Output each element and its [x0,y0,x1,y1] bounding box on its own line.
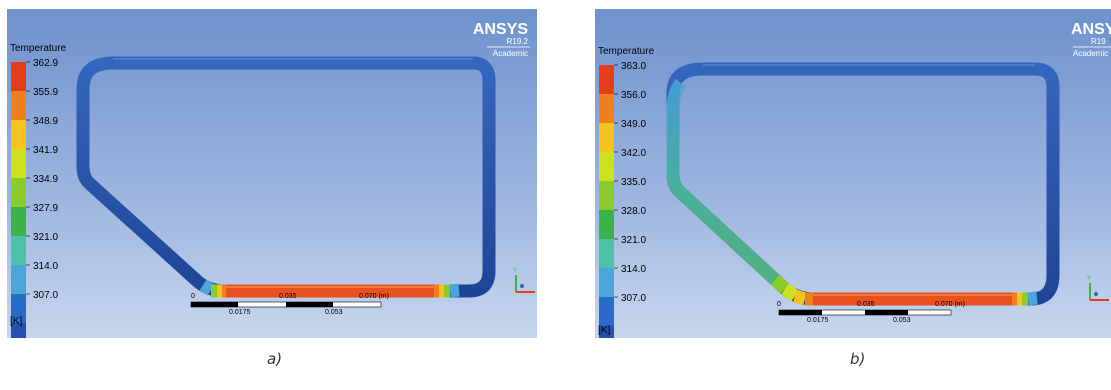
legend-tick-label: 356.0 [621,90,646,101]
legend-tick-label: 307.0 [621,293,646,304]
legend-swatch [11,91,26,120]
axis-triad: Y [1087,276,1109,301]
legend-unit: [K] [10,316,22,327]
scale-label-0: 0 [191,293,195,300]
scale-label-0: 0 [777,301,781,308]
axis-triad: Y [513,268,535,293]
legend-tick-label: 328.0 [621,206,646,217]
legend-swatch [599,94,614,123]
pipe-loop [76,56,496,298]
pipe-loop [666,62,1060,306]
legend-tick-label: 314.0 [621,264,646,275]
legend-swatch [599,297,614,326]
legend-swatch [599,210,614,239]
caption-a: a) [267,350,283,368]
legend-swatch [11,236,26,265]
simulation-panel-a: Temperature 362.9 355.9 348.9 341.9 334.9 327… [7,9,537,338]
legend-tick-label: 314.0 [33,261,58,272]
brand-edition: Academic [493,49,528,58]
legend-title: Temperature [598,46,655,57]
scale-label-0070: 0.070 (m) [935,301,965,308]
legend-tick-label: 349.0 [621,119,646,130]
svg-text:Y: Y [513,268,517,274]
legend-tick-label: 355.9 [33,87,58,98]
legend-tick-label: 321.0 [621,235,646,246]
scale-label-0070: 0.070 (m) [359,293,389,300]
legend-swatch [11,323,26,338]
legend-tick-label: 335.0 [621,177,646,188]
scale-label-0053: 0.053 [325,309,343,316]
caption-b: b) [850,350,866,368]
brand-version: R19 [1091,37,1106,46]
warm-pipe-section [666,78,788,292]
legend-swatch [11,149,26,178]
legend-swatch [11,294,26,323]
scale-bar: 0 0.035 0.070 (m) 0.0175 0.053 [190,293,389,316]
brand-name: ANSYS [1071,21,1111,38]
legend-swatch [11,178,26,207]
scale-label-00175: 0.0175 [807,317,829,324]
svg-text:Y: Y [1087,276,1091,282]
scale-bar: 0 0.035 0.070 (m) 0.0175 0.053 [777,301,965,324]
pipe-loop-diagram-b: Temperature 363.0 356.0 349.0 342.0 335.0 328… [598,21,1111,338]
legend-tick-label: 348.9 [33,116,58,127]
scale-label-0035: 0.035 [279,293,297,300]
legend-swatch [599,268,614,297]
legend-tick-label: 342.0 [621,148,646,159]
legend-tick-label: 362.9 [33,58,58,69]
pipe-loop-diagram-a: Temperature 362.9 355.9 348.9 341.9 334.9 327… [10,21,535,338]
legend-swatch [599,239,614,268]
scale-label-0053: 0.053 [893,317,911,324]
legend-swatch [11,265,26,294]
legend-tick-label: 307.0 [33,290,58,301]
brand-name: ANSYS [473,21,528,38]
legend-swatch [599,65,614,94]
legend-tick-label: 334.9 [33,174,58,185]
legend-unit: [K] [598,325,610,336]
legend-tick-label: 363.0 [621,61,646,72]
legend-swatch [11,62,26,91]
scale-label-0035: 0.035 [857,301,875,308]
brand-edition: Academic [1073,49,1108,58]
simulation-panel-b: Temperature 363.0 356.0 349.0 342.0 335.0 328… [595,9,1111,338]
legend-swatch [11,120,26,149]
legend-tick-label: 341.9 [33,145,58,156]
legend-swatch [599,326,614,338]
scale-label-00175: 0.0175 [229,309,251,316]
legend-swatch [599,181,614,210]
legend-title: Temperature [10,43,67,54]
legend-colorbar: 362.9 355.9 348.9 341.9 334.9 327.9 321.0 314.0… [11,58,58,338]
legend-swatch [599,152,614,181]
legend-swatch [11,207,26,236]
legend-tick-label: 321.0 [33,232,58,243]
brand-version: R19.2 [507,37,529,46]
legend-swatch [599,123,614,152]
legend-tick-label: 327.9 [33,203,58,214]
legend-colorbar: 363.0 356.0 349.0 342.0 335.0 328.0 321.0 314.0… [599,61,646,338]
